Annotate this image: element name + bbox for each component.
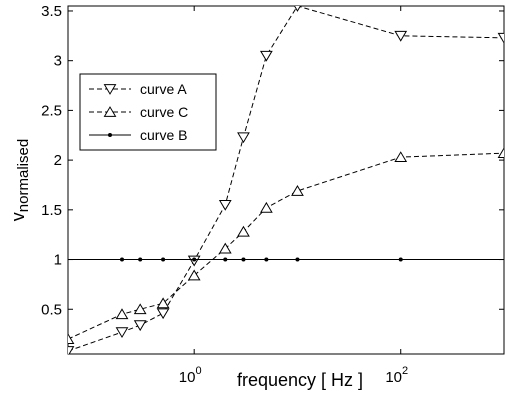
legend-marker xyxy=(103,106,117,117)
y-tick-label: 3.5 xyxy=(41,3,62,20)
data-point xyxy=(264,257,269,262)
data-point xyxy=(259,201,273,213)
data-point xyxy=(223,257,228,262)
data-point xyxy=(497,32,504,44)
y-tick-label: 3 xyxy=(54,53,62,70)
data-point xyxy=(241,257,246,262)
data-point xyxy=(237,225,250,237)
plot-area xyxy=(67,5,505,355)
y-tick-label: 2.5 xyxy=(41,102,62,119)
legend-marker xyxy=(108,133,112,137)
data-point xyxy=(218,199,232,211)
data-point xyxy=(187,269,201,281)
data-point xyxy=(138,257,143,262)
data-point xyxy=(133,303,147,315)
data-point xyxy=(259,50,273,62)
axis-ticks: 0.5 1 1.5 2 2.5 3 3.5 100 102 xyxy=(41,3,504,386)
data-point xyxy=(115,327,129,339)
data-point xyxy=(115,308,129,320)
data-point xyxy=(394,30,408,42)
legend-marker xyxy=(103,84,117,95)
data-point xyxy=(133,320,147,332)
data-point xyxy=(291,185,304,196)
series-curve-c xyxy=(68,147,504,344)
data-point xyxy=(497,147,504,159)
legend-label: curve B xyxy=(140,127,187,143)
legend-box xyxy=(79,73,217,151)
x-tick-label: 100 xyxy=(179,365,202,386)
legend-label: curve A xyxy=(140,81,187,97)
data-point xyxy=(119,257,124,262)
x-axis-label: frequency [ Hz ] xyxy=(237,370,363,390)
legend-label: curve C xyxy=(140,104,188,120)
data-point xyxy=(398,257,403,262)
data-point xyxy=(156,308,170,320)
data-point xyxy=(192,257,197,262)
data-point xyxy=(156,297,170,309)
y-tick-label: 1 xyxy=(54,252,62,269)
data-point xyxy=(394,151,408,163)
data-point xyxy=(293,6,301,12)
data-point xyxy=(68,333,75,344)
series-layer xyxy=(68,6,504,354)
data-point xyxy=(218,242,232,254)
series-curve-a xyxy=(68,6,504,354)
data-point xyxy=(68,346,75,354)
data-point xyxy=(161,257,166,262)
series-curve-b xyxy=(68,257,504,262)
y-tick-label: 2 xyxy=(54,152,62,169)
x-tick-label: 102 xyxy=(385,365,408,386)
legend: curve A curve C curve B xyxy=(79,73,217,151)
y-tick-label: 0.5 xyxy=(41,301,62,318)
data-point xyxy=(237,132,250,144)
y-axis-label: vnormalised xyxy=(8,139,32,221)
data-point xyxy=(295,257,300,262)
y-tick-label: 1.5 xyxy=(41,202,62,219)
